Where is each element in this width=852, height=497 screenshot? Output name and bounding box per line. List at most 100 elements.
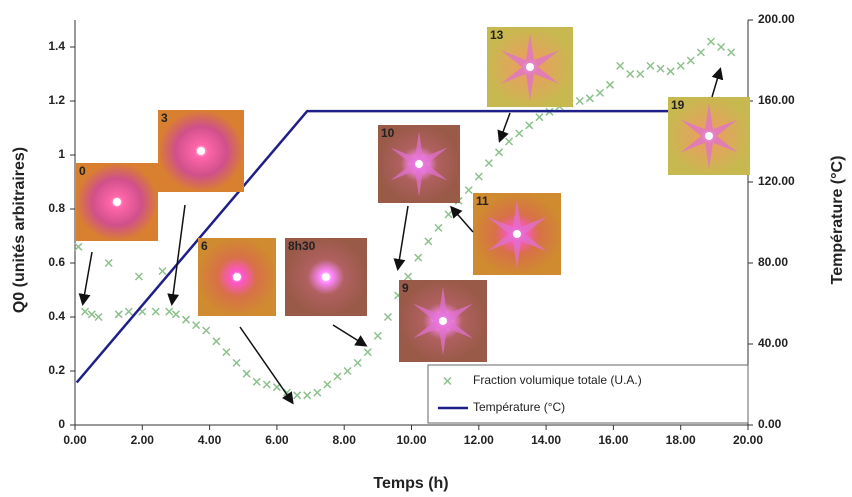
inset-arrow [78, 251, 93, 306]
scatter-point [232, 358, 241, 367]
inset-arrow [711, 67, 724, 98]
inset-label: 10 [381, 126, 395, 140]
scatter-point [262, 380, 271, 389]
inset-label: 19 [671, 98, 685, 112]
scatter-point [171, 310, 180, 319]
x-tick-label: 6.00 [265, 433, 289, 447]
x-tick-label: 16.00 [598, 433, 628, 447]
scatter-point [202, 326, 211, 335]
scatter-point [165, 307, 174, 316]
inset-spot [526, 63, 534, 71]
scatter-point [404, 272, 413, 281]
y-tick-label: 0.4 [48, 309, 65, 323]
scatter-point [636, 69, 645, 79]
scatter-point [373, 331, 382, 340]
scatter-point [333, 372, 342, 381]
scatter-point [192, 321, 201, 330]
legend-label: Température (°C) [473, 400, 565, 414]
inset-spot [322, 273, 330, 281]
scatter-point [182, 315, 191, 324]
scatter-point [434, 223, 443, 232]
x-tick-label: 12.00 [464, 433, 494, 447]
scatter-point [114, 310, 123, 319]
y-tick-label: 1 [58, 147, 65, 161]
scatter-point [525, 121, 534, 130]
inset-arrow [239, 326, 294, 405]
scatter-point [464, 186, 473, 195]
scatter-point [696, 48, 705, 57]
inset-arrow [497, 112, 511, 143]
y2-tick-label: 0.00 [758, 417, 782, 431]
scatter-point [575, 96, 584, 106]
inset-label: 3 [161, 111, 168, 125]
y2-tick-label: 160.00 [758, 93, 795, 107]
y-tick-label: 0 [58, 417, 65, 431]
scatter-point [87, 310, 96, 319]
scatter-point [303, 391, 312, 400]
scatter-point [323, 380, 332, 389]
scatter-point [151, 307, 160, 316]
scatter-point [212, 337, 221, 346]
x-tick-label: 0.00 [63, 433, 87, 447]
scatter-point [353, 358, 362, 367]
y-tick-label: 1.2 [48, 93, 65, 107]
inset-arrow [332, 324, 368, 347]
scatter-point [104, 258, 113, 268]
inset-spot [113, 198, 121, 206]
scatter-point [94, 312, 103, 322]
inset-label: 9 [402, 281, 409, 295]
scatter-point [474, 172, 483, 181]
inset-label: 8h30 [288, 239, 316, 253]
scatter-point [363, 348, 372, 357]
scatter-point [585, 94, 594, 103]
inset-arrow [393, 205, 409, 271]
scatter-point [595, 88, 604, 97]
scatter-point [252, 377, 261, 386]
x-tick-label: 20.00 [733, 433, 763, 447]
scatter-point [535, 113, 544, 122]
scatter-point [484, 159, 493, 168]
x-tick-label: 14.00 [531, 433, 561, 447]
y2-tick-label: 40.00 [758, 336, 788, 350]
scatter-point [158, 267, 167, 276]
scatter-point [666, 67, 675, 76]
scatter-point [494, 148, 504, 157]
y2-tick-label: 80.00 [758, 255, 788, 269]
x-tick-label: 2.00 [131, 433, 155, 447]
scatter-point [616, 61, 625, 70]
scatter-point [686, 56, 695, 65]
x-tick-label: 10.00 [396, 433, 426, 447]
y-tick-label: 0.8 [48, 201, 65, 215]
legend-swatch [443, 376, 452, 386]
scatter-point [383, 312, 392, 322]
scatter-point [656, 64, 665, 73]
y-tick-label: 1.4 [48, 39, 65, 53]
scatter-point [717, 42, 726, 52]
scatter-point [676, 61, 685, 70]
scatter-point [343, 366, 352, 376]
y-tick-label: 0.2 [48, 363, 65, 377]
temperature-line [75, 109, 732, 384]
scatter-point [424, 237, 433, 246]
legend-box [427, 364, 749, 424]
inset-spot [197, 147, 205, 155]
scatter-point [444, 210, 453, 219]
x-axis-title: Temps (h) [373, 475, 448, 492]
inset-label: 13 [490, 28, 504, 42]
y-tick-label: 0.6 [48, 255, 65, 269]
scatter-point [727, 48, 736, 57]
inset-spot [233, 273, 241, 281]
scatter-point [606, 80, 615, 89]
inset-arrow [167, 204, 186, 306]
inset-arrow [450, 205, 474, 233]
scatter-point [222, 348, 231, 357]
inset-spot [705, 132, 713, 140]
scatter-point [242, 369, 251, 378]
scatter-point [706, 37, 716, 46]
scatter-point [134, 272, 143, 281]
scatter-point [414, 253, 423, 262]
y2-axis-title: Température (°C) [829, 156, 846, 285]
scatter-point [505, 137, 514, 146]
scatter-point [81, 307, 90, 316]
